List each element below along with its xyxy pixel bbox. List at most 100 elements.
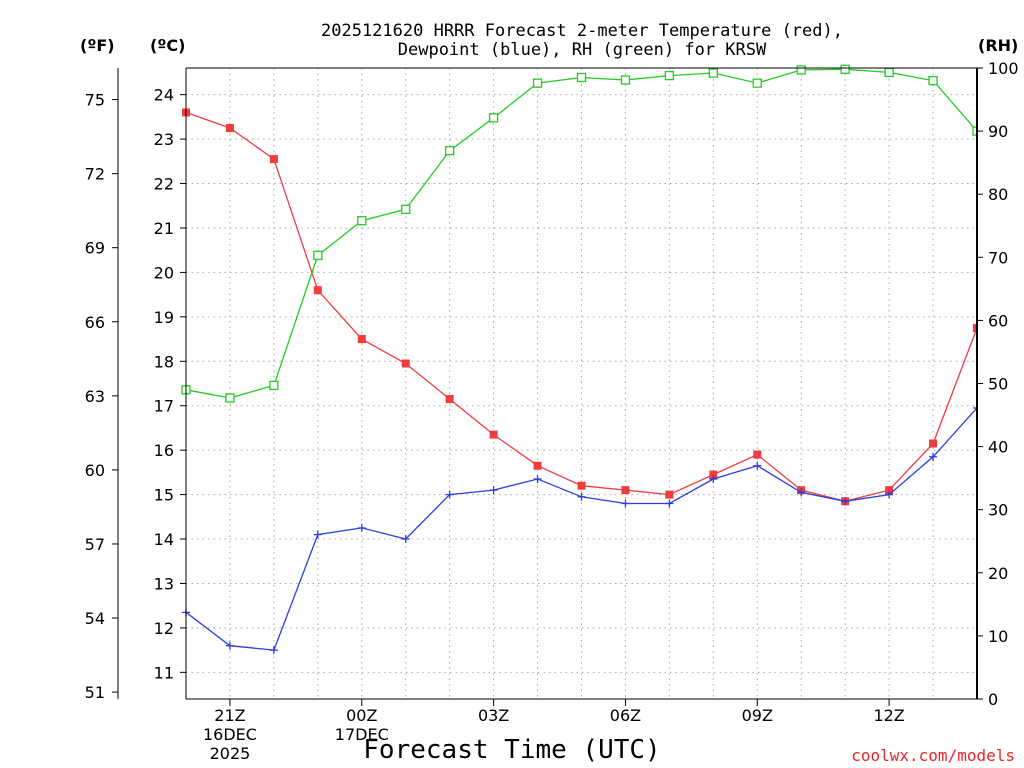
rh-point [401,204,411,214]
rh-point [488,113,499,123]
rh-point [752,78,762,88]
rh-point [313,250,323,261]
dewpoint-point [313,530,322,539]
fahrenheit-unit-label: (ºF) [80,36,115,55]
celsius-tick-label: 11 [154,663,174,682]
rh-point [620,75,631,85]
chart-title-line-1: 2025121620 HRRR Forecast 2-meter Tempera… [321,21,843,41]
rh-point [884,67,894,78]
dewpoint-point [577,492,586,501]
dewpoint-point [489,486,498,495]
temperature-point [489,430,498,439]
grid-lines [186,68,977,699]
series-layer [181,64,977,655]
celsius-tick-label: 20 [154,263,174,282]
rh-tick-label: 80 [988,185,1008,204]
rh-point [225,393,235,403]
x-tick-label: 00Z 17DEC [335,706,389,744]
temperature-point [929,439,938,448]
temperature-point [533,461,542,470]
rh-tick-label: 60 [988,311,1008,330]
dewpoint-point [753,461,762,470]
x-tick-label: 12Z [873,706,904,725]
celsius-tick-label: 23 [154,130,174,149]
rh-point [840,64,850,74]
dewpoint-point [357,523,366,532]
temperature-point [709,470,718,479]
dewpoint-point [225,641,234,650]
temperature-point [357,335,366,344]
temperature-point [753,450,762,459]
dewpoint-point [401,535,410,544]
celsius-tick-label: 15 [154,486,174,505]
rh-point [576,72,587,83]
rh-tick-label: 70 [988,248,1008,267]
celsius-tick-label: 13 [154,574,174,593]
celsius-tick-label: 16 [154,441,174,460]
rh-point [708,68,718,78]
chart-title-line-2: Dewpoint (blue), RH (green) for KRSW [398,40,767,60]
temperature-point [313,286,322,295]
rh-tick-label: 50 [988,375,1008,394]
temperature-point [577,481,586,490]
rh-tick-label: 90 [988,122,1008,141]
celsius-tick-label: 17 [154,397,174,416]
temperature-point [269,155,278,164]
rh-point [928,75,938,86]
fahrenheit-tick-label: 51 [85,683,105,702]
rh-point [664,70,675,81]
x-tick-label: 09Z [742,706,773,725]
dewpoint-point [621,499,630,508]
rh-tick-label: 20 [988,564,1008,583]
axes: 51 54 57 60 63 66 69 72 75 11 12 13 14 15 16 17 18 19 20 21… [85,59,1019,763]
site-credit: coolwx.com/models [851,746,1015,765]
fahrenheit-tick-label: 69 [85,239,105,258]
x-tick-label: 03Z [478,706,509,725]
rh-tick-label: 40 [988,438,1008,457]
series-dewpoint [182,403,977,655]
rh-point [972,126,977,136]
x-tick-label: 21Z 16DEC 2025 [203,706,257,763]
fahrenheit-tick-label: 72 [85,165,105,184]
celsius-unit-label: (ºC) [150,36,185,55]
dewpoint-point [709,475,718,484]
fahrenheit-tick-label: 60 [85,461,105,480]
dewpoint-point [885,490,894,499]
rh-point [269,380,279,391]
celsius-tick-label: 12 [154,619,174,638]
series-rh [181,64,977,403]
dewpoint-point [929,452,938,461]
celsius-tick-label: 22 [154,175,174,194]
rh-tick-label: 10 [988,627,1008,646]
x-tick-label: 06Z [610,706,641,725]
temperature-point [445,395,454,404]
x-axis-label: Forecast Time (UTC) [363,735,660,765]
temperature-point [225,123,234,132]
fahrenheit-tick-label: 75 [85,91,105,110]
dewpoint-point [973,403,977,412]
temperature-point [621,486,630,495]
rh-point [357,216,367,226]
temperature-point [401,359,410,368]
rh-point [796,65,806,75]
celsius-tick-label: 14 [154,530,174,549]
fahrenheit-tick-label: 66 [85,313,105,332]
temperature-point [885,486,894,495]
celsius-tick-label: 19 [154,308,174,327]
dewpoint-point [533,475,542,484]
celsius-tick-label: 18 [154,352,174,371]
rh-unit-label: (RH) [978,36,1018,55]
fahrenheit-tick-label: 54 [85,609,105,628]
dewpoint-point [445,490,454,499]
rh-tick-label: 0 [988,690,998,709]
dewpoint-point [269,646,278,655]
celsius-tick-label: 21 [154,219,174,238]
temperature-point [665,490,674,499]
rh-tick-label: 100 [988,59,1019,78]
temperature-point [973,323,977,332]
labels: 2025121620 HRRR Forecast 2-meter Tempera… [80,21,1018,765]
fahrenheit-tick-label: 63 [85,387,105,406]
rh-point [445,146,455,156]
dewpoint-point [665,499,674,508]
